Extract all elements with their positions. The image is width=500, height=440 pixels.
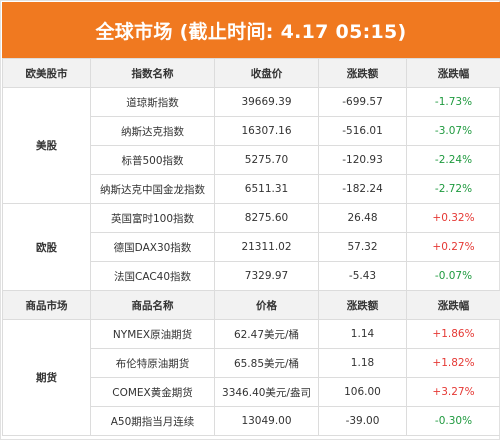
index-name: 法国CAC40指数 <box>90 261 215 291</box>
change-pct: +0.27% <box>406 232 500 262</box>
close-price: 8275.60 <box>214 203 319 233</box>
group-label-eu: 欧股 <box>2 203 91 291</box>
market-table: 欧美股市 指数名称 收盘价 涨跌额 涨跌幅 美股 道琼斯指数 39669.39 … <box>2 58 500 436</box>
index-name: 纳斯达克指数 <box>90 116 215 146</box>
price: 65.85美元/桶 <box>214 348 319 378</box>
commodity-name: COMEX黄金期货 <box>90 377 215 407</box>
table-row: 德国DAX30指数 21311.02 57.32 +0.27% <box>3 232 500 262</box>
close-price: 39669.39 <box>214 87 319 117</box>
table-row: 法国CAC40指数 7329.97 -5.43 -0.07% <box>3 261 500 291</box>
change: -120.93 <box>318 145 407 175</box>
table-row: 纳斯达克中国金龙指数 6511.31 -182.24 -2.72% <box>3 174 500 204</box>
change: 1.18 <box>318 348 407 378</box>
close-price: 6511.31 <box>214 174 319 204</box>
title-bar: 全球市场 (截止时间: 4.17 05:15) <box>2 2 500 58</box>
table-row: A50期指当月连续 13049.00 -39.00 -0.30% <box>3 406 500 436</box>
change: 57.32 <box>318 232 407 262</box>
commodity-name: A50期指当月连续 <box>90 406 215 436</box>
table-header-row: 欧美股市 指数名称 收盘价 涨跌额 涨跌幅 <box>2 58 500 88</box>
change: 106.00 <box>318 377 407 407</box>
change-pct: -0.07% <box>406 261 500 291</box>
price: 3346.40美元/盎司 <box>214 377 319 407</box>
header-index-name: 指数名称 <box>90 58 215 88</box>
change-pct: +1.82% <box>406 348 500 378</box>
change-pct: +3.27% <box>406 377 500 407</box>
table-row: 布伦特原油期货 65.85美元/桶 1.18 +1.82% <box>3 348 500 378</box>
change: -5.43 <box>318 261 407 291</box>
commodity-name: NYMEX原油期货 <box>90 319 215 349</box>
header-change-pct: 涨跌幅 <box>406 58 500 88</box>
price: 62.47美元/桶 <box>214 319 319 349</box>
index-name: 道琼斯指数 <box>90 87 215 117</box>
table-row: 纳斯达克指数 16307.16 -516.01 -3.07% <box>3 116 500 146</box>
commodity-name: 布伦特原油期货 <box>90 348 215 378</box>
change: -699.57 <box>318 87 407 117</box>
table-row: 美股 道琼斯指数 39669.39 -699.57 -1.73% <box>2 87 500 204</box>
header-commodity-name: 商品名称 <box>90 290 215 320</box>
index-name: 纳斯达克中国金龙指数 <box>90 174 215 204</box>
page-title: 全球市场 (截止时间: 4.17 05:15) <box>95 20 407 43</box>
change-pct: -2.72% <box>406 174 500 204</box>
table-row: 标普500指数 5275.70 -120.93 -2.24% <box>3 145 500 175</box>
header-change: 涨跌额 <box>318 58 407 88</box>
group-label-us: 美股 <box>2 87 91 204</box>
table-row: COMEX黄金期货 3346.40美元/盎司 106.00 +3.27% <box>3 377 500 407</box>
index-name: 英国富时100指数 <box>90 203 215 233</box>
change-pct: -1.73% <box>406 87 500 117</box>
change-pct: -3.07% <box>406 116 500 146</box>
change-pct: +0.32% <box>406 203 500 233</box>
change-pct: +1.86% <box>406 319 500 349</box>
close-price: 16307.16 <box>214 116 319 146</box>
index-name: 标普500指数 <box>90 145 215 175</box>
change: 1.14 <box>318 319 407 349</box>
table-row: 期货 NYMEX原油期货 62.47美元/桶 1.14 +1.86% <box>2 319 500 436</box>
header-market: 商品市场 <box>2 290 91 320</box>
header-change: 涨跌额 <box>318 290 407 320</box>
close-price: 5275.70 <box>214 145 319 175</box>
header-close-price: 收盘价 <box>214 58 319 88</box>
header-market: 欧美股市 <box>2 58 91 88</box>
close-price: 21311.02 <box>214 232 319 262</box>
group-label-futures: 期货 <box>2 319 91 436</box>
close-price: 7329.97 <box>214 261 319 291</box>
change-pct: -2.24% <box>406 145 500 175</box>
change: 26.48 <box>318 203 407 233</box>
change-pct: -0.30% <box>406 406 500 436</box>
header-change-pct: 涨跌幅 <box>406 290 500 320</box>
table-row: 欧股 英国富时100指数 8275.60 26.48 +0.32% <box>2 203 500 291</box>
change: -182.24 <box>318 174 407 204</box>
header-price: 价格 <box>214 290 319 320</box>
change: -516.01 <box>318 116 407 146</box>
price: 13049.00 <box>214 406 319 436</box>
change: -39.00 <box>318 406 407 436</box>
index-name: 德国DAX30指数 <box>90 232 215 262</box>
table-header-row: 商品市场 商品名称 价格 涨跌额 涨跌幅 <box>2 290 500 320</box>
